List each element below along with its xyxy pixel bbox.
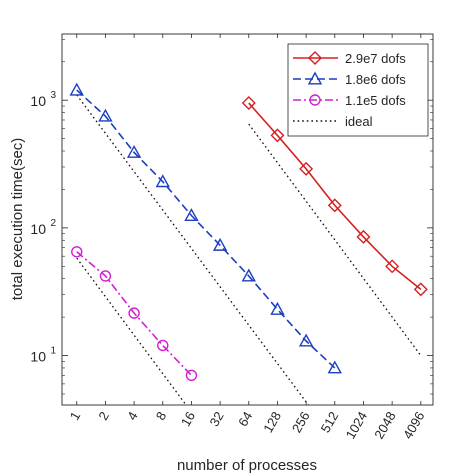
x-tick-label: 256 [289, 409, 313, 435]
y-tick-exponent: 1 [50, 346, 56, 357]
data-point-marker [327, 198, 342, 213]
data-point-marker [126, 144, 142, 158]
x-tick-label: 2 [95, 409, 112, 423]
legend-box [287, 43, 429, 137]
y-tick-label: 10 [30, 93, 46, 109]
data-point-marker [157, 339, 169, 352]
x-tick-label: 512 [318, 409, 342, 435]
data-point-marker [155, 174, 170, 188]
data-point-marker [128, 307, 140, 319]
data-point-marker [212, 237, 228, 251]
legend-marker [307, 71, 323, 85]
data-point-marker [184, 208, 199, 222]
data-point-marker [69, 82, 84, 96]
x-tick-label: 1 [67, 409, 84, 423]
data-point-marker [385, 259, 400, 274]
legend-label: 1.8e6 dofs [345, 72, 406, 87]
legend: 2.9e7 dofs 1.8e6 dofs 1.1e5 dofs ideal [287, 43, 429, 137]
data-point-marker [413, 282, 428, 297]
x-tick-label: 1024 [343, 409, 370, 442]
legend-label: 1.1e5 dofs [345, 93, 406, 108]
series-line-1 [76, 89, 336, 369]
data-point-marker [298, 333, 314, 347]
data-point-marker [241, 268, 256, 282]
data-point-marker [299, 161, 314, 176]
x-tick-label: 64 [235, 409, 255, 429]
legend-label: ideal [345, 114, 373, 129]
y-axis-label: total execution time(sec) [9, 138, 26, 301]
series-line-3 [248, 123, 422, 356]
data-point-marker [270, 301, 285, 315]
series-line-3 [76, 94, 310, 405]
y-tick-exponent: 2 [50, 218, 56, 229]
y-tick-label: 10 [30, 221, 46, 237]
data-point-marker [185, 369, 198, 382]
legend-label: 2.9e7 dofs [345, 51, 406, 66]
x-tick-label: 8 [153, 409, 170, 423]
x-axis-label: number of processes [177, 457, 317, 474]
data-point-marker [71, 246, 83, 258]
y-tick-label: 10 [30, 349, 46, 365]
series-layer [76, 89, 422, 405]
series-line-2 [76, 251, 193, 376]
data-point-marker [270, 128, 285, 143]
legend-marker [308, 51, 322, 65]
data-point-marker [356, 229, 371, 244]
marker-layer [69, 82, 428, 382]
legend-marker [309, 94, 321, 106]
y-tick-exponent: 3 [50, 90, 56, 101]
x-tick-label: 128 [260, 409, 284, 435]
data-point-marker [241, 96, 256, 111]
x-tick-label: 4096 [400, 409, 427, 442]
data-point-marker [327, 360, 342, 374]
x-tick-label: 4 [124, 409, 141, 423]
data-point-marker [99, 270, 112, 282]
x-tick-label: 32 [206, 409, 226, 429]
x-tick-label: 2048 [371, 409, 398, 442]
x-tick-label: 16 [178, 409, 198, 429]
series-line-0 [248, 102, 422, 290]
data-point-marker [98, 108, 113, 122]
